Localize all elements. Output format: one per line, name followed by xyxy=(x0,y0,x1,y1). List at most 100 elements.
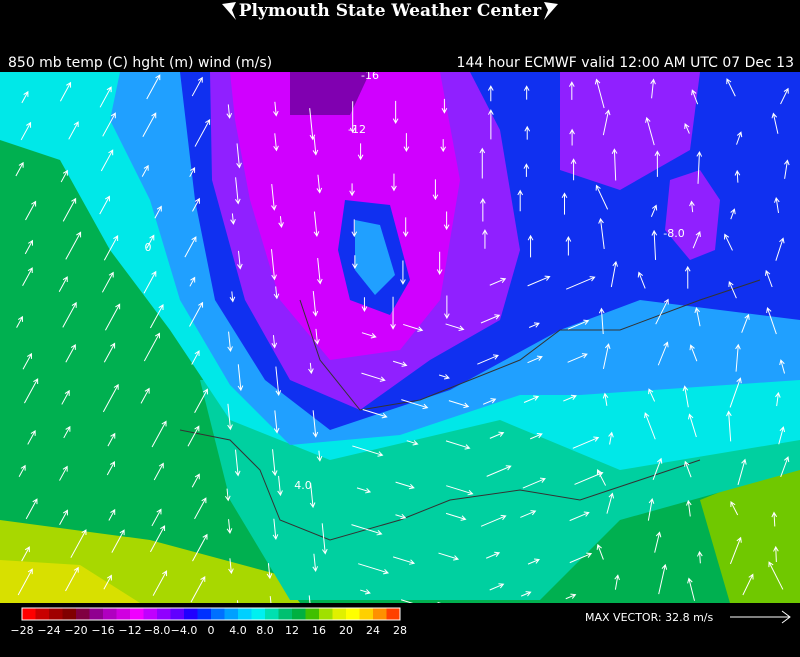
wind-arrow xyxy=(402,217,409,238)
wind-arrow xyxy=(650,204,658,217)
wind-arrow xyxy=(444,295,450,320)
logo-right xyxy=(544,2,558,20)
wind-arrow xyxy=(654,531,662,553)
wind-arrow xyxy=(308,362,314,375)
wind-arrow xyxy=(780,87,789,105)
wind-arrow xyxy=(189,166,196,178)
colorbar-swatch xyxy=(305,608,320,620)
wind-arrow xyxy=(236,143,242,169)
wind-arrow xyxy=(610,260,618,288)
wind-arrow xyxy=(23,378,39,404)
wind-arrow xyxy=(65,566,79,592)
wind-arrow xyxy=(106,460,115,476)
wind-arrow xyxy=(101,271,114,293)
colorbar-label: 20 xyxy=(339,624,353,637)
wind-arrow xyxy=(438,552,460,561)
wind-arrow xyxy=(358,563,390,575)
wind-arrow xyxy=(349,183,355,197)
wind-arrow xyxy=(637,271,646,289)
wind-arrow xyxy=(194,118,211,147)
wind-arrow xyxy=(272,101,279,117)
wind-arrow xyxy=(480,314,501,324)
wind-arrow xyxy=(440,139,447,153)
wind-arrow xyxy=(312,553,319,572)
colorbar-label: 16 xyxy=(312,624,326,637)
wind-arrow xyxy=(229,291,236,303)
wind-arrow xyxy=(349,101,356,134)
colorbar-swatch xyxy=(251,608,266,620)
wind-arrow xyxy=(654,150,661,177)
wind-arrow xyxy=(99,195,110,215)
wind-arrow xyxy=(611,148,618,181)
wind-arrow xyxy=(390,296,396,330)
contour-label: -16 xyxy=(361,69,379,82)
temp-zone xyxy=(560,72,700,190)
wind-arrow xyxy=(59,81,72,102)
wind-arrow xyxy=(184,236,197,258)
wind-arrow xyxy=(392,100,399,125)
wind-arrow xyxy=(62,197,77,222)
wind-arrow xyxy=(596,469,607,486)
wind-arrow xyxy=(191,76,203,97)
wind-arrow xyxy=(487,85,494,102)
field-label: 850 mb temp (C) hght (m) wind (m/s) xyxy=(8,55,272,71)
colorbar-swatch xyxy=(22,608,36,620)
wind-arrow xyxy=(400,260,406,285)
wind-arrow xyxy=(58,276,68,292)
wind-arrow xyxy=(482,229,488,249)
wind-arrow xyxy=(25,498,38,520)
wind-arrow xyxy=(735,343,741,372)
colorbar-swatch xyxy=(346,608,360,620)
wind-arrow xyxy=(644,412,656,440)
wind-arrow xyxy=(309,483,316,509)
wind-arrow xyxy=(361,332,377,339)
wind-arrow xyxy=(658,563,668,595)
wind-arrow xyxy=(189,301,204,327)
wind-arrow xyxy=(736,131,743,145)
wind-arrow xyxy=(142,112,157,138)
wind-arrow xyxy=(191,473,200,488)
wind-arrow xyxy=(395,513,407,520)
wind-arrow xyxy=(696,151,703,184)
temp-zone xyxy=(700,460,800,603)
wind-arrow xyxy=(102,383,119,413)
wind-arrow xyxy=(523,85,530,100)
wind-arrow xyxy=(108,508,116,521)
wind-arrow xyxy=(21,546,30,562)
wind-arrow xyxy=(65,343,76,363)
wind-arrow xyxy=(523,163,530,177)
wind-arrow xyxy=(392,360,408,367)
colorbar-swatch xyxy=(76,608,90,620)
wind-arrow xyxy=(191,350,200,365)
wind-arrow xyxy=(527,275,551,287)
wind-arrow xyxy=(779,359,786,374)
wind-arrow xyxy=(448,400,470,409)
wind-arrow xyxy=(726,78,736,97)
wind-arrow xyxy=(401,399,429,410)
wind-arrow xyxy=(771,511,778,527)
wind-arrow xyxy=(237,250,243,270)
wind-arrow xyxy=(432,179,439,201)
wind-arrow xyxy=(572,436,600,449)
wind-arrow xyxy=(594,78,605,109)
wind-arrow xyxy=(480,197,486,222)
wind-arrow xyxy=(614,574,620,590)
wind-arrow xyxy=(438,374,450,380)
wind-arrow xyxy=(22,267,33,286)
wind-arrow xyxy=(565,593,577,600)
wind-arrow xyxy=(692,230,701,249)
wind-arrow xyxy=(689,344,698,362)
wind-arrow xyxy=(278,216,284,228)
colorbar-swatch xyxy=(49,608,63,620)
wind-arrow xyxy=(21,90,29,104)
wind-arrow xyxy=(226,104,233,119)
wind-arrow xyxy=(102,112,116,137)
wind-arrow xyxy=(275,366,282,396)
logo-left xyxy=(222,2,236,20)
wind-arrow xyxy=(270,249,277,281)
colorbar-label: −28 xyxy=(10,624,33,637)
colorbar-swatch xyxy=(319,608,333,620)
wind-arrow xyxy=(234,449,241,477)
wind-arrow xyxy=(445,512,467,521)
